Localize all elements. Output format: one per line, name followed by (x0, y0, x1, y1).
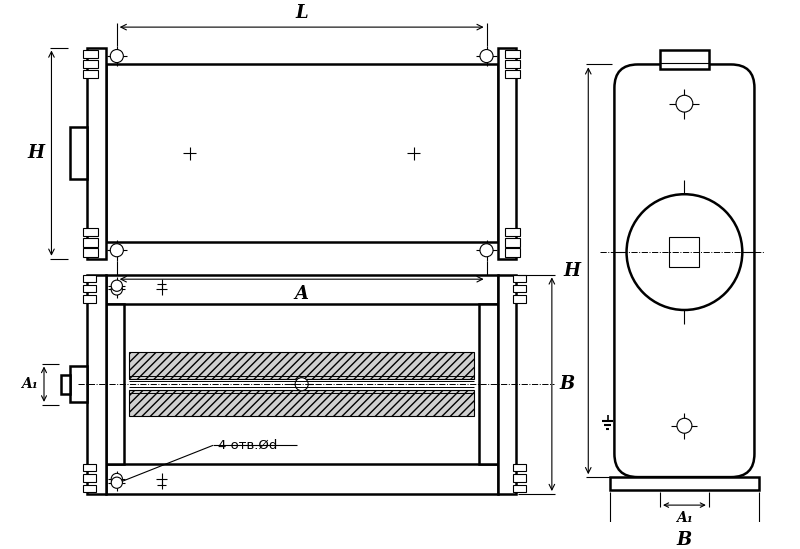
Bar (83, 295, 96, 302)
Circle shape (295, 378, 308, 391)
FancyBboxPatch shape (614, 64, 754, 477)
Text: L: L (295, 3, 308, 21)
Circle shape (676, 96, 693, 112)
Circle shape (111, 284, 122, 295)
Bar (83, 70, 98, 79)
Bar (83, 464, 96, 472)
Bar (513, 474, 526, 482)
Circle shape (110, 244, 123, 257)
Bar (513, 485, 526, 492)
Bar (505, 70, 520, 79)
Bar (505, 60, 520, 68)
Circle shape (111, 280, 122, 292)
Circle shape (480, 244, 493, 257)
Circle shape (110, 49, 123, 63)
Bar (87, 274, 106, 494)
Text: B: B (677, 531, 692, 549)
Text: H: H (27, 144, 44, 162)
Bar (83, 474, 96, 482)
Bar (505, 228, 520, 236)
Text: A₁: A₁ (676, 511, 693, 525)
Bar (513, 285, 526, 292)
Circle shape (111, 473, 122, 485)
Bar (70, 127, 87, 179)
Text: A: A (294, 285, 309, 303)
Bar (513, 464, 526, 472)
Bar (505, 49, 520, 58)
Bar (83, 485, 96, 492)
Text: B: B (559, 375, 574, 393)
Bar (610, 477, 759, 490)
Bar (670, 237, 699, 267)
Bar (106, 274, 498, 304)
Circle shape (111, 477, 122, 488)
Bar (106, 64, 498, 242)
Bar (61, 375, 70, 394)
Bar (83, 60, 98, 68)
Circle shape (677, 418, 692, 433)
Circle shape (626, 194, 742, 310)
Bar (106, 464, 498, 494)
Bar (83, 228, 98, 236)
Text: 4 отв.Ød: 4 отв.Ød (218, 439, 277, 452)
Circle shape (480, 49, 493, 63)
Bar (129, 352, 474, 379)
Bar (87, 48, 106, 259)
Bar (83, 274, 96, 282)
Bar (505, 238, 520, 247)
Bar (505, 248, 520, 257)
Bar (83, 285, 96, 292)
Bar (83, 248, 98, 257)
Bar (479, 304, 498, 464)
Bar (498, 274, 516, 494)
Bar (660, 51, 709, 69)
Bar (498, 48, 516, 259)
Bar (106, 304, 124, 464)
Text: A₁: A₁ (22, 377, 38, 391)
Bar (70, 367, 87, 402)
Bar (83, 238, 98, 247)
Bar (513, 295, 526, 302)
Bar (129, 390, 474, 416)
Bar (83, 49, 98, 58)
Bar (513, 274, 526, 282)
Text: H: H (564, 262, 581, 280)
